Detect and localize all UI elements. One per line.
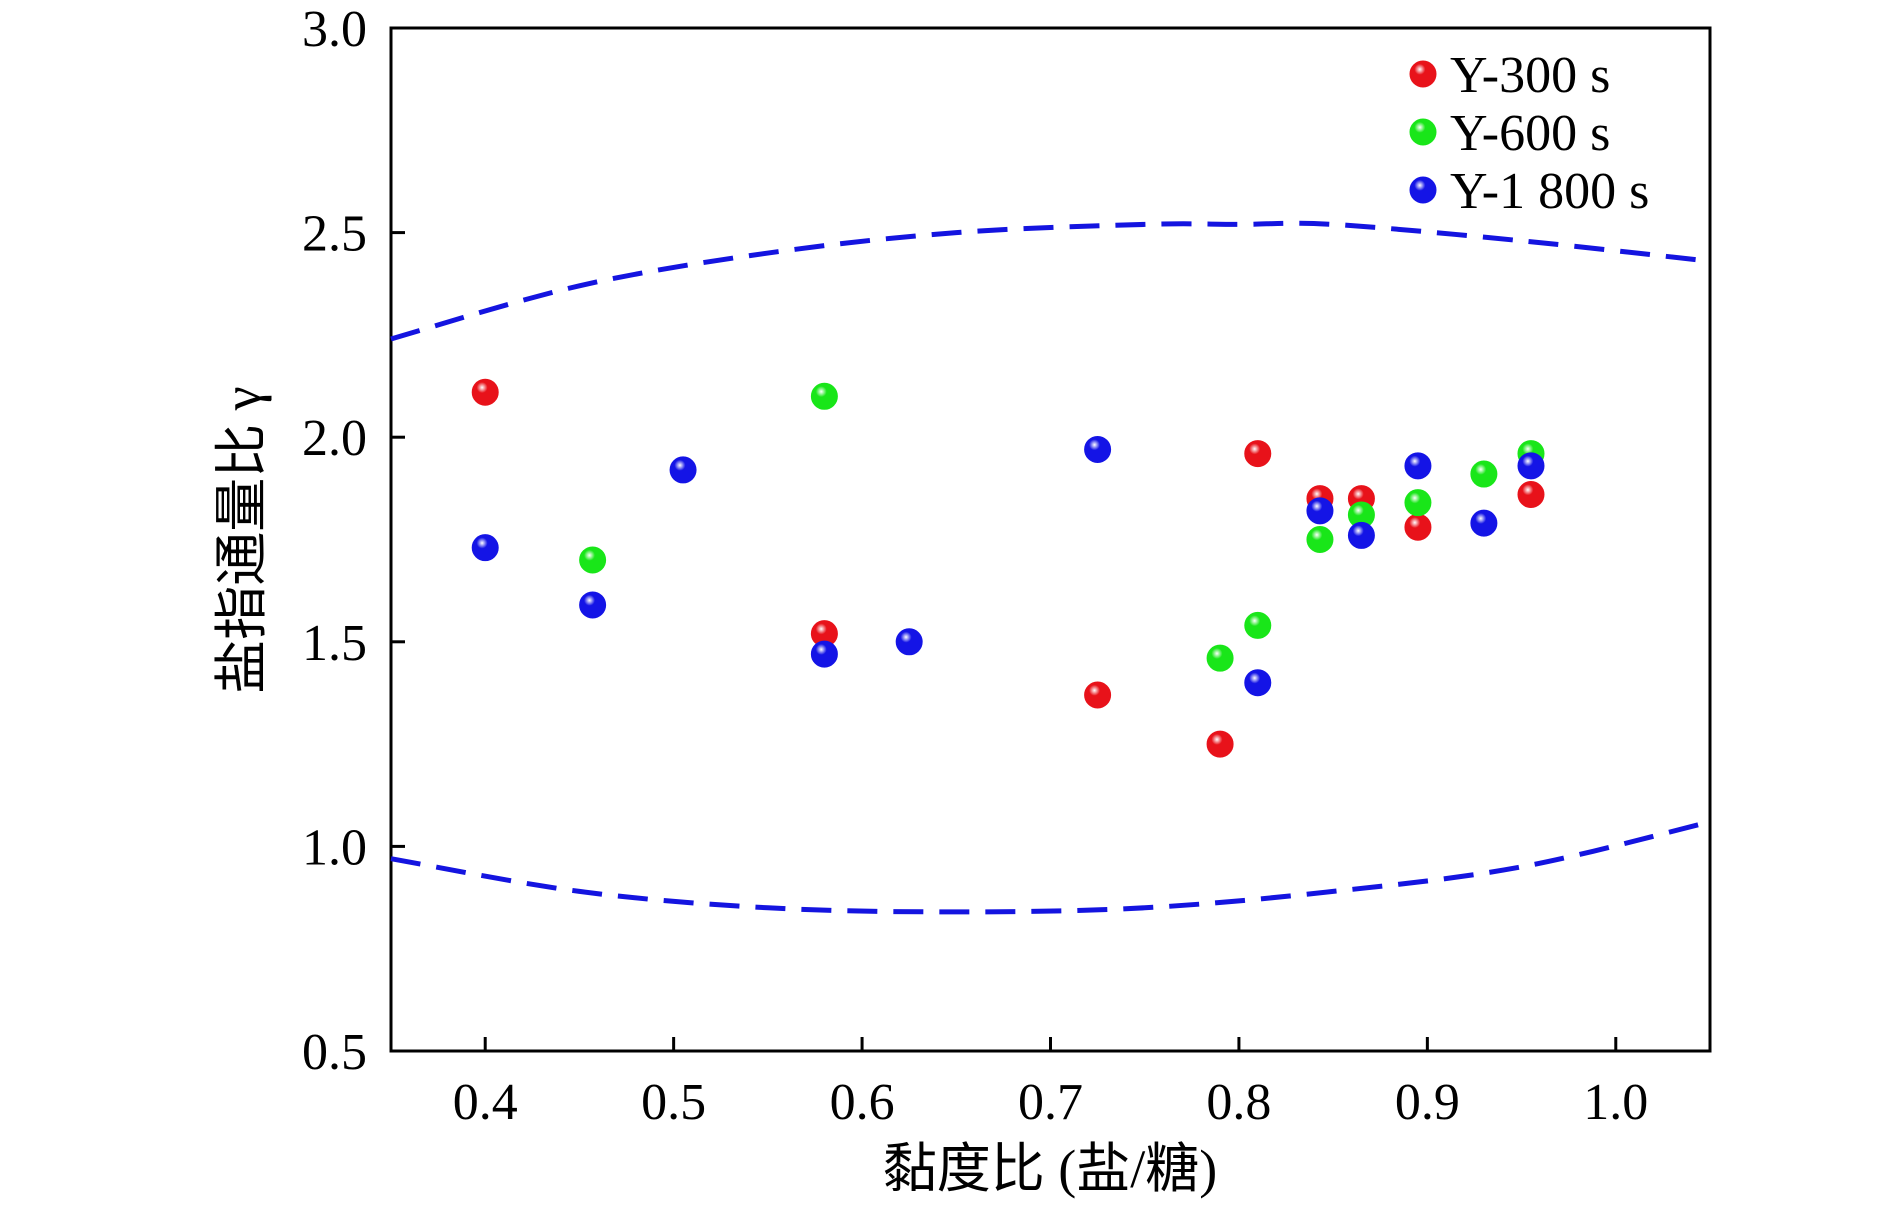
data-point [1206, 730, 1234, 758]
y-tick-label: 2.5 [302, 206, 367, 263]
data-point [1347, 521, 1375, 549]
data-point [1517, 480, 1545, 508]
dashed-boundary-curve [390, 220, 1711, 342]
dashed-boundary-curve [390, 819, 1711, 915]
data-point [1517, 452, 1545, 480]
legend-label: Y-300 s [1450, 47, 1610, 104]
legend-marker [1409, 60, 1437, 88]
legend-marker [1409, 176, 1437, 204]
data-point [1244, 611, 1272, 639]
y-tick-label: 0.5 [302, 1024, 367, 1081]
data-point [1084, 435, 1112, 463]
x-tick-label: 1.0 [1583, 1074, 1648, 1131]
reference-curves [390, 220, 1711, 915]
data-point [1206, 644, 1234, 672]
data-point [579, 591, 607, 619]
y-tick-label: 1.5 [302, 615, 367, 672]
legend-marker [1409, 118, 1437, 146]
x-tick-label: 0.6 [830, 1074, 895, 1131]
data-point [579, 546, 607, 574]
x-tick-label: 0.7 [1018, 1074, 1083, 1131]
data-point [669, 456, 697, 484]
data-point [1306, 526, 1334, 553]
x-tick-label: 0.5 [641, 1074, 706, 1131]
data-point [895, 628, 923, 656]
y-axis: 0.5 1.0 1.5 2.0 2.5 3.0 [302, 1, 405, 1081]
y-tick-label: 3.0 [302, 1, 367, 58]
x-tick-label: 0.4 [453, 1074, 518, 1131]
data-point [1404, 452, 1432, 480]
x-axis: 0.4 0.5 0.6 0.7 0.8 0.9 1.0 [453, 1037, 1648, 1131]
data-point [810, 382, 838, 410]
x-tick-label: 0.8 [1206, 1074, 1271, 1131]
data-point [1084, 681, 1112, 709]
data-point [1404, 489, 1432, 517]
data-point [1244, 440, 1272, 468]
data-point [471, 534, 499, 562]
y-tick-label: 1.0 [302, 819, 367, 876]
data-point [810, 640, 838, 668]
y-axis-title: 盐指通量比 γ [212, 386, 272, 693]
data-point [1244, 669, 1272, 697]
data-point [1470, 509, 1498, 537]
y-tick-label: 2.0 [302, 410, 367, 467]
data-point [1404, 513, 1432, 541]
data-point [1470, 460, 1498, 488]
x-tick-label: 0.9 [1395, 1074, 1460, 1131]
data-point [1306, 497, 1334, 525]
data-point [471, 378, 499, 406]
data-points [471, 378, 1545, 758]
legend-label: Y-1 800 s [1450, 163, 1649, 220]
x-axis-title: 黏度比 (盐/糖) [883, 1139, 1217, 1199]
legend: Y-300 sY-600 sY-1 800 s [1409, 47, 1649, 220]
legend-label: Y-600 s [1450, 105, 1610, 162]
